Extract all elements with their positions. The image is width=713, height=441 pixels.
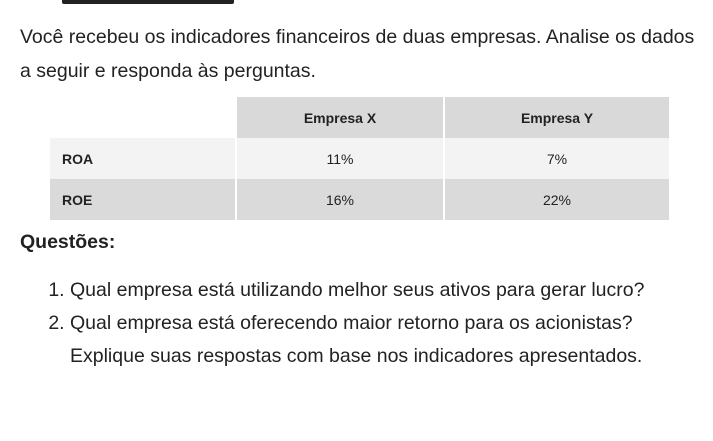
- header-cell: [50, 97, 237, 138]
- cell: 16%: [236, 179, 445, 220]
- row-label: ROE: [50, 179, 237, 220]
- header-cell: Empresa X: [236, 97, 445, 138]
- cut-off-text: [62, 0, 234, 4]
- cell: 7%: [444, 138, 671, 179]
- row: ROE 16% 22%: [50, 179, 671, 220]
- cell: 22%: [444, 179, 671, 220]
- cell: 11%: [236, 138, 445, 179]
- question: Qual empresa está utilizando melhor seus…: [70, 274, 700, 307]
- indicator-table: Empresa X Empresa Y ROA 11% 7% ROE 16% 2…: [50, 97, 671, 220]
- row-label: ROA: [50, 138, 237, 179]
- header-cell: Empresa Y: [444, 97, 671, 138]
- question: Qual empresa está oferecendo maior retor…: [70, 307, 700, 373]
- row: ROA 11% 7%: [50, 138, 671, 179]
- intro: Você recebeu os indicadores financeiros …: [20, 26, 695, 82]
- header-row: Empresa X Empresa Y: [50, 97, 671, 138]
- questions-title: Questões:: [20, 231, 116, 253]
- questions: Qual empresa está utilizando melhor seus…: [70, 274, 700, 373]
